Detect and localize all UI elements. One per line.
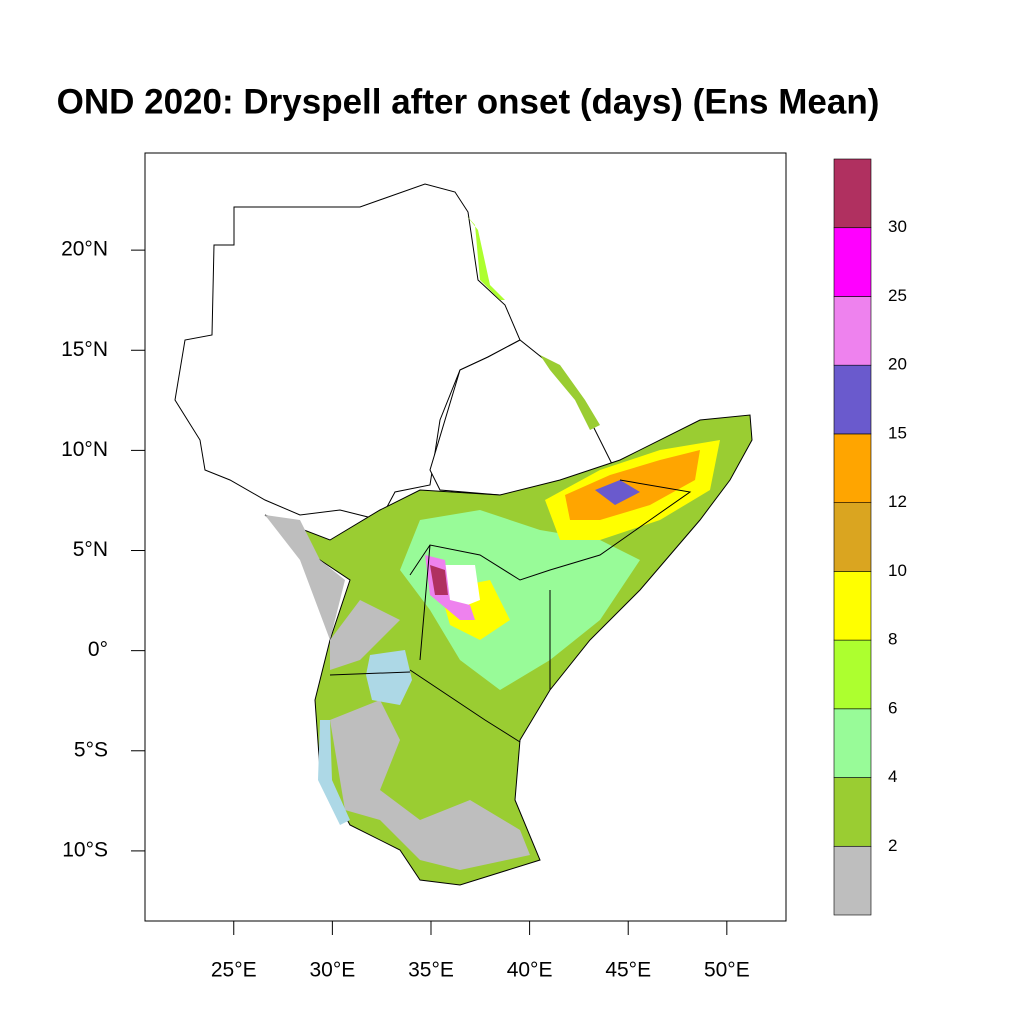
colorbar-box [833,502,872,572]
map [174,183,753,886]
y-tick-label: 5°N [73,538,108,561]
y-tick-label: 5°S [74,738,108,761]
colorbar-label: 30 [888,217,907,236]
colorbar-label: 20 [888,355,907,374]
y-tick-label: 10°N [61,438,108,461]
x-tick-label: 25°E [211,959,257,982]
chart-title: OND 2020: Dryspell after onset (days) (E… [57,82,880,121]
plot-frame [144,152,787,922]
colorbar-box [833,158,872,229]
coast-strip [466,215,505,300]
colorbar-label: 8 [888,630,897,649]
colorbar-label: 15 [888,423,907,442]
lake [318,720,350,825]
colorbar-label: 2 [888,836,897,855]
land-gray [265,515,345,640]
x-tick-label: 50°E [704,959,750,982]
land-purple [595,480,640,505]
land-maroon [430,565,448,595]
colorbar-label: 4 [888,767,897,786]
colorbar-box [833,364,872,435]
land-gray [330,700,530,870]
colorbar-box [833,227,872,297]
y-tick-label: 20°N [61,238,108,261]
land-white [429,339,616,496]
land-gray [330,600,400,670]
colorbar-box [833,433,872,503]
colorbar-label: 6 [888,698,897,717]
colorbar-label: 12 [888,492,907,511]
colorbar-box [833,571,872,641]
x-tick-label: 45°E [605,959,651,982]
land-white [440,565,480,610]
colorbar-label: 10 [888,561,907,580]
x-tick-label: 35°E [408,959,454,982]
land-orange [565,450,700,520]
border [329,479,692,743]
lake [366,650,412,705]
colorbar-box [833,845,872,916]
colorbar-box [833,708,872,778]
y-tick-label: 15°N [61,338,108,361]
coast-strip [540,355,600,430]
x-tick-label: 30°E [309,959,355,982]
colorbar-label: 25 [888,286,907,305]
land-lightgreen [400,510,640,690]
colorbar-box [833,777,872,847]
colorbar-box [833,639,872,710]
colorbar-box [833,296,872,366]
x-tick-label: 40°E [507,959,553,982]
y-tick-label: 0° [88,638,108,661]
y-tick-label: 10°S [62,838,108,861]
